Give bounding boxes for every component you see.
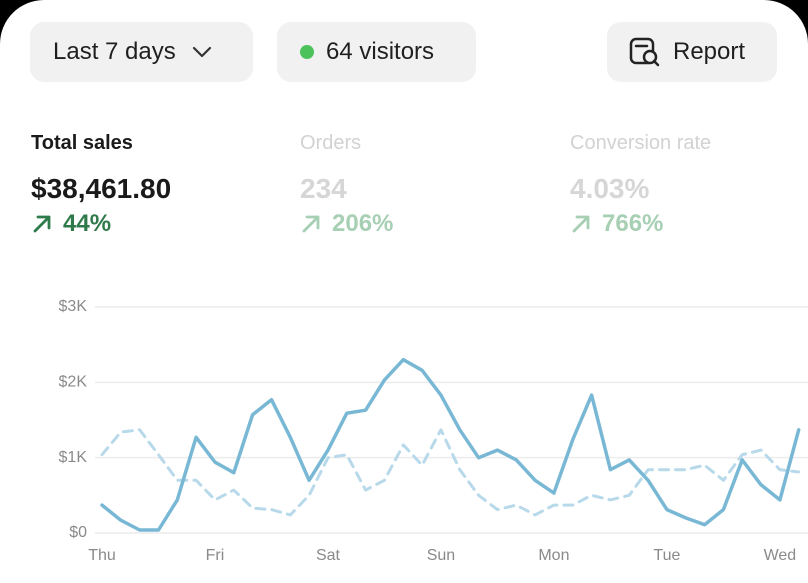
metric-value: $38,461.80 [31,173,172,204]
x-tick-label: Wed [764,547,797,564]
metric-label: Conversion rate [570,132,712,154]
x-tick-label: Tue [653,547,680,564]
series-line [100,357,801,532]
y-tick-label: $0 [69,524,87,541]
visitors-button[interactable]: 64 visitors [277,22,476,82]
report-button[interactable]: Report [607,22,777,82]
metric-change: 206% [300,208,393,240]
change-value: 766% [602,210,664,237]
up-arrow-icon [33,215,51,233]
up-arrow-icon [572,215,590,233]
change-value: 44% [63,210,112,237]
series-line [100,428,801,517]
metric-value: 234 [300,173,347,204]
metric-change: 44% [31,208,171,240]
metric-label: Orders [300,132,362,154]
button-label: 64 visitors [326,38,435,65]
x-tick-label: Sat [316,547,341,564]
button-label: Last 7 days [53,38,176,65]
metric: Total sales $38,461.80 44% [31,128,171,240]
live-dot [300,45,314,59]
x-tick-label: Thu [88,547,116,564]
x-tick-label: Mon [538,547,569,564]
change-value: 206% [332,210,394,237]
y-tick-label: $1K [59,449,88,466]
chevron-icon [192,46,211,58]
report-icon [629,37,660,67]
metric-label: Total sales [31,132,133,154]
x-tick-label: Sun [427,547,455,564]
button-label: Report [673,38,746,65]
metric: Conversion rate 4.03% 766% [570,128,711,240]
date-range-button[interactable]: Last 7 days [30,22,253,82]
metric-change: 766% [570,208,711,240]
x-tick-label: Fri [206,547,225,564]
y-tick-label: $2K [59,374,88,391]
y-tick-label: $3K [59,298,88,315]
metric: Orders 234 206% [300,128,393,240]
metric-value: 4.03% [570,173,650,204]
up-arrow-icon [302,215,320,233]
